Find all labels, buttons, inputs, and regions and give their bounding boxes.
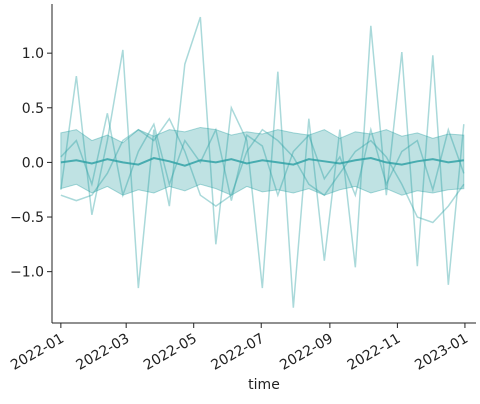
y-tick-label: 0.0 xyxy=(22,155,44,171)
x-axis-label: time xyxy=(248,377,280,393)
x-tick-label: 2023-01 xyxy=(412,331,471,374)
y-tick-label: 1.0 xyxy=(22,46,44,62)
y-tick-label: −1.0 xyxy=(10,265,44,281)
series-line xyxy=(60,16,465,308)
x-tick-label: 2022-11 xyxy=(345,331,404,374)
x-tick-label: 2022-07 xyxy=(209,331,268,374)
series-line xyxy=(60,117,465,224)
x-tick-label: 2022-01 xyxy=(8,331,67,374)
confidence-band xyxy=(60,126,465,196)
y-tick-label: 0.5 xyxy=(22,101,44,117)
y-tick-label: −0.5 xyxy=(10,210,44,226)
series-line xyxy=(60,113,465,201)
x-tick-label: 2022-09 xyxy=(277,331,336,374)
x-tick-label: 2022-05 xyxy=(141,331,200,374)
mean-line xyxy=(60,156,464,167)
x-tick-label: 2022-03 xyxy=(74,331,133,374)
